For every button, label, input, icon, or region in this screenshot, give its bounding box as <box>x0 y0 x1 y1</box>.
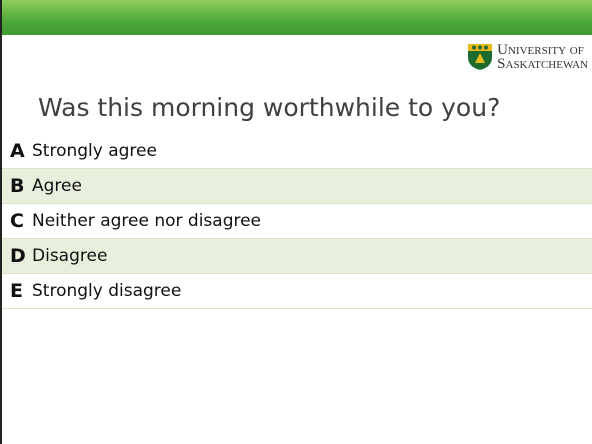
logo-line: University of <box>497 42 584 58</box>
option-list: A Strongly agree B Agree C Neither agree nor … <box>2 134 592 309</box>
option-letter: E <box>10 280 23 302</box>
option-text: Neither agree nor disagree <box>32 211 262 231</box>
question: Was this morning worthwhile to you? <box>38 93 501 122</box>
option-letter: B <box>10 175 25 197</box>
option: C Neither agree nor disagree <box>2 204 592 239</box>
logo-text: University of Saskatchewan <box>497 42 588 72</box>
logo: University of Saskatchewan <box>467 42 588 72</box>
option: E Strongly disagree <box>2 274 592 309</box>
logo-line: Saskatchewan <box>497 56 588 72</box>
crest <box>468 44 493 70</box>
header-bar <box>2 0 592 35</box>
option-letter: D <box>10 245 26 267</box>
option-letter: C <box>10 210 24 232</box>
option: D Disagree <box>2 239 592 274</box>
option-text: Strongly disagree <box>32 281 182 301</box>
option-text: Disagree <box>32 246 108 266</box>
option-text: Strongly agree <box>32 141 157 161</box>
option-text: Agree <box>32 176 82 196</box>
option-letter: A <box>10 140 25 162</box>
option: B Agree <box>2 169 592 204</box>
option: A Strongly agree <box>2 134 592 169</box>
